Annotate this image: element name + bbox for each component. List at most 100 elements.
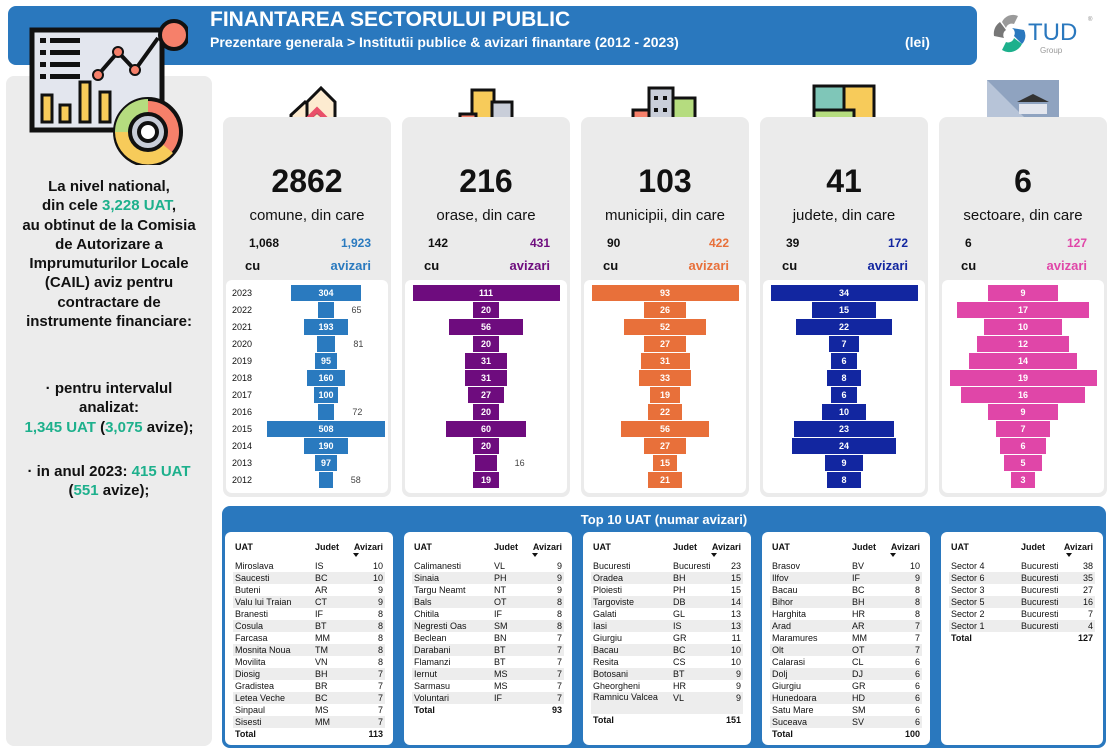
approvals-count: 422 bbox=[708, 236, 729, 250]
avizari-cell: 9 bbox=[556, 585, 562, 595]
bar: 9 bbox=[988, 285, 1058, 301]
table-row: Harghita HR 8 bbox=[770, 608, 922, 620]
header-uat[interactable]: UAT bbox=[951, 542, 969, 552]
bar: 10 bbox=[984, 319, 1062, 335]
uat-cell: Sinpaul bbox=[235, 705, 266, 715]
judet-cell: AR bbox=[852, 621, 865, 631]
uat-cell: Beclean bbox=[414, 633, 447, 643]
bar-value: 56 bbox=[659, 424, 670, 434]
bar: 20 bbox=[472, 438, 500, 454]
table-row: Sisesti MM 7 bbox=[233, 716, 385, 728]
bar-value: 19 bbox=[1017, 373, 1028, 383]
uat-with-approvals-count: 142 bbox=[428, 236, 449, 250]
judet-cell: MS bbox=[494, 669, 508, 679]
sort-desc-icon[interactable] bbox=[890, 553, 896, 557]
sort-desc-icon[interactable] bbox=[1066, 553, 1072, 557]
avizari-cell: 8 bbox=[377, 621, 383, 631]
judet-cell: DB bbox=[673, 597, 686, 607]
judet-cell: GL bbox=[673, 609, 686, 619]
header-judet[interactable]: Judet bbox=[1021, 542, 1046, 552]
uat-with-approvals-count: 90 bbox=[607, 236, 621, 250]
bar-value: 27 bbox=[659, 441, 670, 451]
table-row: Resita CS 10 bbox=[591, 656, 743, 668]
header-judet[interactable]: Judet bbox=[494, 542, 519, 552]
table-row: Botosani BT 9 bbox=[591, 668, 743, 680]
avizari-cell: 10 bbox=[730, 657, 741, 667]
header-judet[interactable]: Judet bbox=[852, 542, 877, 552]
stat-card: 41 judete, din care 39 172 cu avizari 34… bbox=[760, 117, 928, 497]
header-judet[interactable]: Judet bbox=[315, 542, 340, 552]
judet-cell: CT bbox=[315, 597, 327, 607]
judet-cell: IF bbox=[852, 573, 860, 583]
bar: 56 bbox=[620, 421, 710, 437]
table-row: Satu Mare SM 6 bbox=[770, 704, 922, 716]
bar-value: 20 bbox=[480, 339, 491, 349]
judet-cell: MS bbox=[315, 705, 329, 715]
summary-text: avize); bbox=[142, 418, 194, 436]
bar-value: 16 bbox=[1017, 390, 1028, 400]
uat-cell: Farcasa bbox=[235, 633, 268, 643]
uat-cell: Iernut bbox=[414, 669, 438, 679]
header-avizari[interactable]: Avizari bbox=[711, 542, 741, 552]
summary-text: ( bbox=[95, 418, 106, 436]
sort-desc-icon[interactable] bbox=[532, 553, 538, 557]
summary-line: (551 avize); bbox=[6, 481, 212, 500]
top10-title: Top 10 UAT (numar avizari) bbox=[580, 512, 748, 527]
avizari-cell: 9 bbox=[735, 693, 741, 703]
table-row: Maramures MM 7 bbox=[770, 632, 922, 644]
bar: 304 bbox=[290, 285, 362, 301]
header-uat[interactable]: UAT bbox=[772, 542, 790, 552]
summary-line: (CAIL) aviz pentru bbox=[44, 274, 174, 292]
bar-value: 10 bbox=[838, 407, 849, 417]
summary-2023: · in anul 2023: 415 UAT (551 avize); bbox=[6, 462, 212, 501]
header-avizari[interactable]: Avizari bbox=[353, 542, 383, 552]
header-uat[interactable]: UAT bbox=[235, 542, 253, 552]
yearly-approvals-chart: 2023 304 2022 65 2021 193 2020 81 2019 95 2018 160 2… bbox=[226, 280, 388, 493]
header-avizari[interactable]: Avizari bbox=[890, 542, 920, 552]
avizari-cell: 16 bbox=[1082, 597, 1093, 607]
yearly-approvals-chart: 93 26 52 27 31 33 19 22 56 27 15 21 bbox=[584, 280, 746, 493]
avizari-cell: 27 bbox=[1082, 585, 1093, 595]
stat-count: 41 bbox=[826, 163, 862, 199]
judet-cell: TM bbox=[315, 645, 328, 655]
bar-value: 20 bbox=[480, 407, 491, 417]
uat-cell: Miroslava bbox=[235, 561, 274, 571]
table-row: Cosula BT 8 bbox=[233, 620, 385, 632]
bar-value: 19 bbox=[659, 390, 670, 400]
table-row: Oradea BH 15 bbox=[591, 572, 743, 584]
approvals-count: 431 bbox=[529, 236, 550, 250]
table-row: Bucuresti Bucuresti 23 bbox=[591, 560, 743, 572]
avizari-cell: 6 bbox=[914, 681, 920, 691]
sort-desc-icon[interactable] bbox=[711, 553, 717, 557]
sort-desc-icon[interactable] bbox=[353, 553, 359, 557]
judet-cell: BV bbox=[852, 561, 865, 571]
avizari-cell: 8 bbox=[377, 657, 383, 667]
stat-label: orase, din care bbox=[436, 207, 536, 224]
stat-card: 216 orase, din care 142 431 cu avizari 1… bbox=[402, 117, 570, 497]
judet-cell: Bucuresti bbox=[1021, 621, 1059, 631]
bar-value: 65 bbox=[351, 305, 362, 315]
total-label: Total bbox=[951, 633, 972, 643]
table-row: Sector 1 Bucuresti 4 bbox=[949, 620, 1095, 632]
avizari-cell: 7 bbox=[556, 693, 562, 703]
judet-cell: DJ bbox=[852, 669, 863, 679]
header-avizari[interactable]: Avizari bbox=[532, 542, 562, 552]
uat-cell: Giurgiu bbox=[772, 681, 802, 691]
header-judet[interactable]: Judet bbox=[673, 542, 698, 552]
uat-cell: Maramures bbox=[772, 633, 818, 643]
uat-cell: Diosig bbox=[235, 669, 261, 679]
year-label: 2020 bbox=[232, 339, 253, 349]
header-avizari[interactable]: Avizari bbox=[1063, 542, 1093, 552]
uat-cell: Botosani bbox=[593, 669, 629, 679]
avizari-cell: 9 bbox=[556, 561, 562, 571]
bar-value: 16 bbox=[514, 458, 525, 468]
header-uat[interactable]: UAT bbox=[593, 542, 611, 552]
bar bbox=[475, 455, 497, 471]
avizari-label: avizari bbox=[1046, 258, 1087, 273]
judet-cell: MM bbox=[315, 633, 330, 643]
uat-cell: Bihor bbox=[772, 597, 794, 607]
judet-cell: BC bbox=[315, 693, 328, 703]
header-uat[interactable]: UAT bbox=[414, 542, 432, 552]
avizari-cell: 13 bbox=[730, 621, 741, 631]
total-value: 113 bbox=[368, 729, 383, 739]
